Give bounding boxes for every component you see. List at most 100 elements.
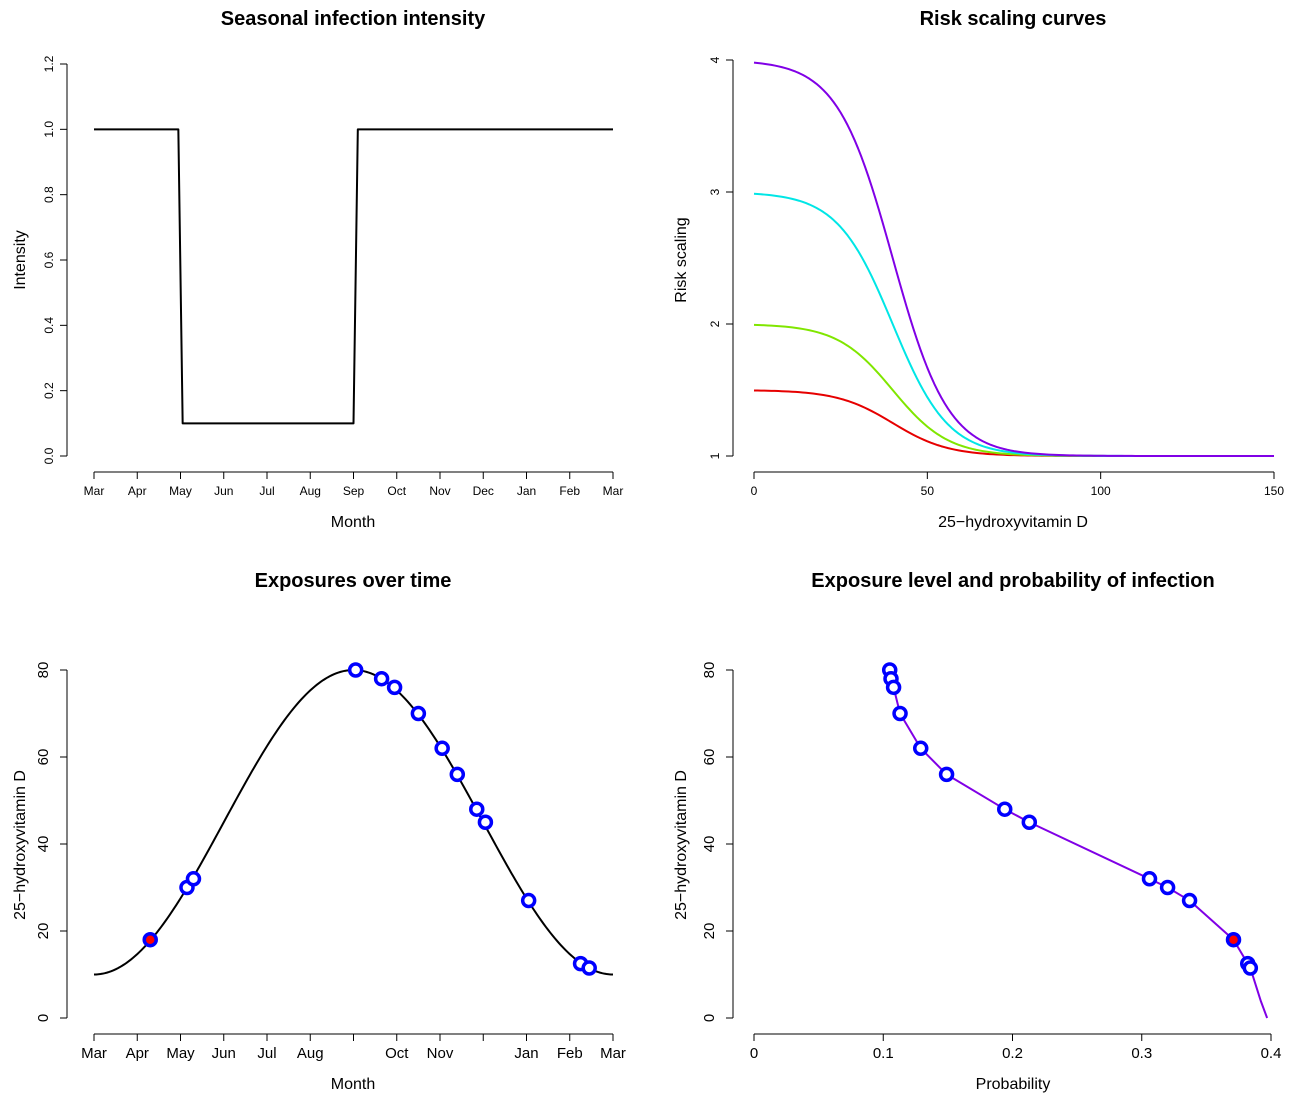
panel-exposures: Exposures over time Month 25−hydroxyvita… [12, 570, 626, 1093]
y-tick-label: 20 [35, 923, 52, 940]
intensity-line [94, 128, 613, 425]
x-tick-label: Sep [343, 484, 365, 498]
x-tick-label: 0.1 [873, 1045, 894, 1062]
panel-intensity: Seasonal infection intensity Month Inten… [12, 8, 623, 531]
x-tick-label: Mar [600, 1045, 626, 1062]
y-tick-label: 1.2 [42, 55, 56, 72]
chart-title: Exposure level and probability of infect… [811, 570, 1214, 592]
x-tick-label: May [169, 484, 192, 498]
x-tick-label: 150 [1264, 484, 1284, 498]
y-tick-label: 4 [708, 56, 722, 63]
y-axis: 1 2 3 4 [708, 56, 734, 459]
x-axis-label: 25−hydroxyvitamin D [938, 514, 1088, 531]
x-tick-label: Mar [84, 484, 105, 498]
y-tick-label: 0 [35, 1014, 52, 1022]
data-point [386, 679, 403, 696]
x-tick-label: May [166, 1045, 195, 1062]
data-point [185, 871, 202, 887]
x-tick-label: Oct [387, 484, 406, 498]
data-points [881, 662, 1259, 976]
data-point [1141, 871, 1158, 887]
data-point [347, 662, 364, 678]
y-tick-label: 0 [701, 1014, 718, 1022]
x-tick-label: Jun [212, 1045, 236, 1062]
x-tick-label: 0.3 [1131, 1045, 1152, 1062]
x-tick-label: Feb [559, 484, 580, 498]
x-tick-label: Mar [81, 1045, 107, 1062]
data-point [912, 740, 929, 757]
x-tick-label: Nov [427, 1045, 454, 1062]
risk-curve [753, 192, 1274, 457]
data-point-highlighted [142, 931, 158, 948]
x-tick-label: Apr [126, 1045, 149, 1062]
plot-lines [94, 128, 613, 425]
x-tick-label: Mar [603, 484, 624, 498]
y-tick-label: 80 [35, 662, 52, 679]
y-tick-label: 20 [701, 923, 718, 940]
y-tick-label: 60 [701, 749, 718, 766]
y-tick-label: 0.6 [42, 251, 56, 268]
risk-curve [753, 61, 1274, 457]
y-axis: 0 20 40 60 80 [35, 662, 68, 1022]
x-tick-label: Jul [257, 1045, 276, 1062]
data-point [477, 814, 494, 830]
plot-lines [93, 669, 614, 976]
probability-curve [888, 669, 1269, 1019]
plot-lines [888, 669, 1269, 1019]
x-axis: Mar Apr May Jun Jul Aug Oct Nov Jan Feb Mar [81, 1033, 626, 1062]
data-point [938, 766, 955, 783]
x-tick-label: 50 [921, 484, 935, 498]
y-axis-label: Intensity [12, 230, 29, 290]
y-tick-label: 1 [708, 452, 722, 459]
exposure-curve [93, 669, 614, 976]
data-point [885, 679, 902, 696]
y-axis: 0.0 0.2 0.4 0.6 0.8 1.0 1.2 [42, 55, 68, 464]
y-tick-label: 0.2 [42, 382, 56, 399]
x-tick-label: Jul [259, 484, 274, 498]
y-tick-label: 0.8 [42, 186, 56, 203]
data-point [449, 766, 466, 783]
x-tick-label: Feb [557, 1045, 583, 1062]
x-tick-label: Jan [514, 1045, 538, 1062]
panel-probability: Exposure level and probability of infect… [673, 570, 1281, 1093]
data-point [892, 705, 908, 722]
x-tick-label: 0 [751, 484, 758, 498]
data-point [520, 892, 537, 909]
x-tick-label: Apr [128, 484, 147, 498]
y-tick-label: 2 [708, 320, 722, 327]
data-point-highlighted [1225, 931, 1242, 948]
x-tick-label: Jan [517, 484, 536, 498]
x-axis-label: Month [331, 514, 375, 531]
y-tick-label: 1.0 [42, 121, 56, 138]
x-axis: Mar Apr May Jun Jul Aug Sep Oct Nov Dec Jan Feb Mar [84, 471, 624, 498]
y-axis-label: 25−hydroxyvitamin D [673, 770, 690, 920]
x-tick-label: Dec [473, 484, 494, 498]
x-tick-label: 0.4 [1261, 1045, 1282, 1062]
data-point [373, 670, 390, 687]
y-tick-label: 40 [35, 836, 52, 853]
chart-title: Exposures over time [255, 570, 452, 592]
x-tick-label: Oct [385, 1045, 409, 1062]
x-tick-label: Aug [300, 484, 321, 498]
x-tick-label: Nov [429, 484, 450, 498]
y-axis: 0 20 40 60 80 [701, 662, 734, 1022]
x-axis: 0 50 100 150 [751, 471, 1284, 498]
data-point [469, 801, 485, 817]
x-tick-label: 0.2 [1002, 1045, 1023, 1062]
y-tick-label: 40 [701, 836, 718, 853]
x-axis-label: Probability [976, 1076, 1051, 1093]
panel-risk: Risk scaling curves 25−hydroxyvitamin D … [673, 8, 1284, 531]
data-point [1159, 879, 1176, 896]
y-tick-label: 0.0 [42, 447, 56, 464]
y-tick-label: 80 [701, 662, 718, 679]
risk-curve [753, 323, 1274, 457]
data-point [581, 960, 597, 976]
y-tick-label: 60 [35, 749, 52, 766]
y-axis-label: Risk scaling [673, 217, 690, 302]
data-point [1181, 892, 1198, 909]
data-point [410, 705, 427, 722]
data-point [1242, 960, 1259, 976]
data-point [434, 740, 450, 757]
data-points [142, 662, 597, 976]
data-point [1021, 814, 1038, 830]
